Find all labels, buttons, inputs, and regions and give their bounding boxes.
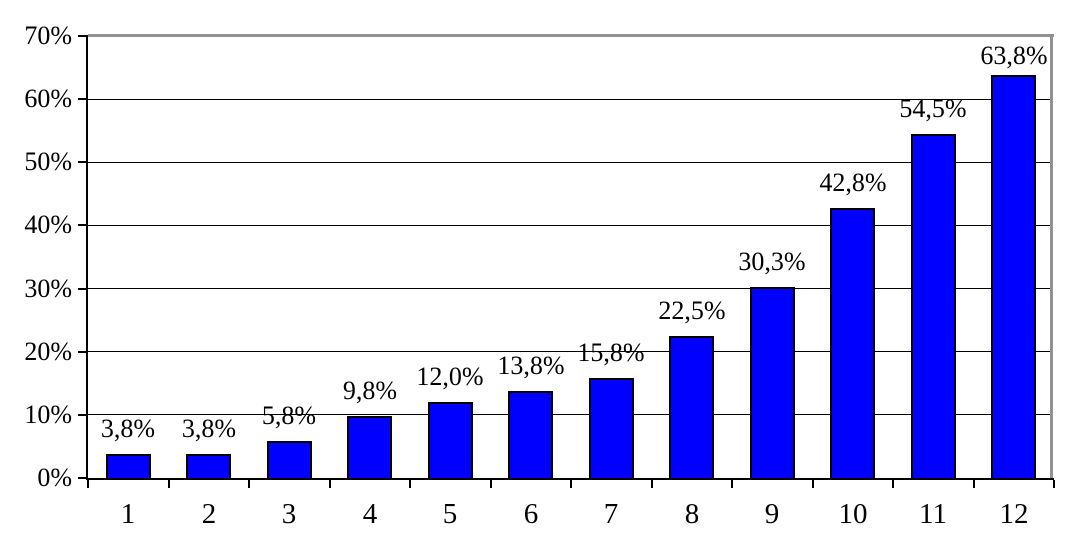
y-tick-label: 70% — [24, 21, 72, 50]
bar — [669, 336, 714, 480]
x-tick — [731, 480, 733, 488]
bar — [428, 402, 473, 480]
y-tick — [78, 477, 88, 479]
x-tick — [1053, 480, 1055, 488]
y-tick-label: 50% — [24, 147, 72, 176]
bar-data-label: 13,8% — [497, 351, 565, 380]
y-tick-label: 10% — [24, 400, 72, 429]
gridline — [88, 288, 1050, 289]
y-tick-label: 20% — [24, 337, 72, 366]
x-category-label: 10 — [838, 498, 868, 530]
y-tick-label: 40% — [24, 210, 72, 239]
x-tick — [168, 480, 170, 488]
x-category-label: 5 — [442, 498, 458, 530]
x-tick — [570, 480, 572, 488]
x-category-label: 11 — [919, 498, 947, 530]
y-axis — [86, 36, 88, 480]
y-tick-label: 30% — [24, 274, 72, 303]
bar — [589, 378, 634, 480]
bar-data-label: 54,5% — [899, 94, 967, 123]
x-axis — [86, 478, 1054, 480]
x-category-label: 9 — [764, 498, 780, 530]
x-tick — [87, 480, 89, 488]
gridline — [88, 414, 1050, 415]
x-category-label: 3 — [281, 498, 297, 530]
bar — [106, 454, 151, 480]
y-tick — [78, 288, 88, 290]
bar — [991, 75, 1036, 480]
y-tick — [78, 224, 88, 226]
plot-border-top — [88, 34, 1054, 37]
x-category-label: 4 — [362, 498, 378, 530]
y-tick — [78, 414, 88, 416]
x-tick — [248, 480, 250, 488]
y-tick — [78, 98, 88, 100]
x-tick — [329, 480, 331, 488]
bar-data-label: 9,8% — [342, 376, 398, 405]
bar — [830, 208, 875, 480]
gridline — [88, 162, 1050, 163]
x-category-label: 8 — [684, 498, 700, 530]
x-tick — [973, 480, 975, 488]
x-tick — [892, 480, 894, 488]
bar-data-label: 30,3% — [738, 247, 806, 276]
x-tick — [490, 480, 492, 488]
x-category-label: 7 — [603, 498, 619, 530]
bar-data-label: 63,8% — [980, 41, 1048, 70]
y-tick-label: 60% — [24, 84, 72, 113]
bar-data-label: 15,8% — [577, 338, 645, 367]
bar — [347, 416, 392, 480]
x-category-label: 6 — [523, 498, 539, 530]
bar — [186, 454, 231, 480]
gridline — [88, 351, 1050, 352]
bar-data-label: 22,5% — [658, 296, 726, 325]
y-tick — [78, 161, 88, 163]
bar-data-label: 3,8% — [181, 414, 237, 443]
x-category-label: 2 — [201, 498, 217, 530]
y-tick-label: 0% — [37, 463, 72, 492]
x-category-label: 12 — [999, 498, 1029, 530]
y-tick — [78, 35, 88, 37]
bar — [267, 441, 312, 480]
plot-border-right — [1050, 34, 1053, 480]
gridline — [88, 99, 1050, 100]
x-tick — [409, 480, 411, 488]
x-tick — [651, 480, 653, 488]
bar-data-label: 3,8% — [100, 414, 156, 443]
bar — [750, 287, 795, 480]
y-tick — [78, 351, 88, 353]
bar-data-label: 42,8% — [819, 168, 887, 197]
bar-data-label: 5,8% — [261, 401, 317, 430]
bar — [508, 391, 553, 480]
bar — [911, 134, 956, 480]
gridline — [88, 225, 1050, 226]
x-category-label: 1 — [120, 498, 136, 530]
x-tick — [812, 480, 814, 488]
bar-data-label: 12,0% — [416, 362, 484, 391]
